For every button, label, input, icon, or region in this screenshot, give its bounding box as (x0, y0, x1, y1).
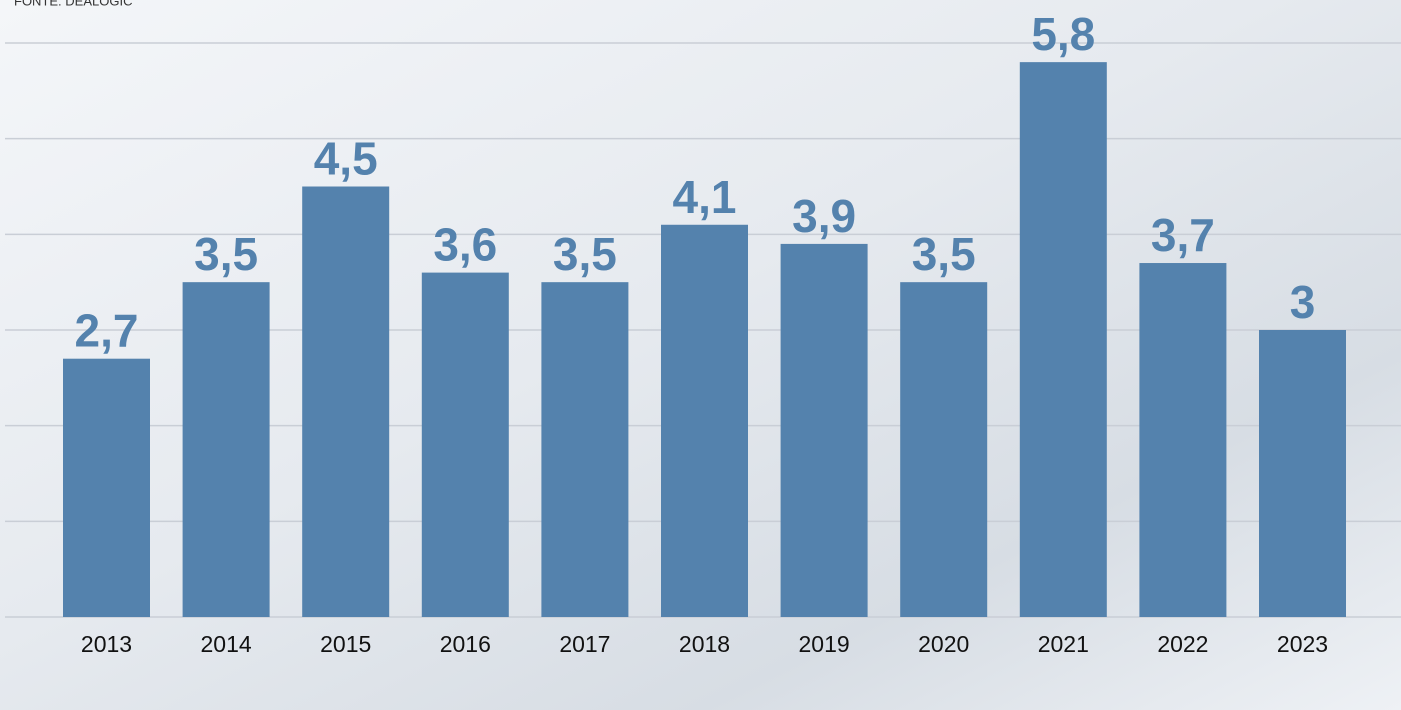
value-label: 4,5 (314, 133, 378, 185)
value-label: 3 (1290, 276, 1316, 328)
value-label: 5,8 (1031, 8, 1095, 60)
bar (1020, 62, 1107, 617)
value-label: 3,5 (912, 228, 976, 280)
x-tick-label: 2015 (320, 631, 371, 657)
x-tick-label: 2017 (559, 631, 610, 657)
value-label: 2,7 (75, 305, 139, 357)
bar (422, 273, 509, 617)
x-tick-label: 2014 (201, 631, 252, 657)
x-tick-label: 2013 (81, 631, 132, 657)
chart: FONTE: DEALOGIC 2,7 2013 3,5 2014 4,5 2015 3,6… (0, 0, 1401, 710)
x-tick-label: 2021 (1038, 631, 1089, 657)
x-tick-label: 2022 (1157, 631, 1208, 657)
value-label: 3,7 (1151, 209, 1215, 261)
bar (302, 187, 389, 618)
bar (183, 282, 270, 617)
bar (1139, 263, 1226, 617)
value-label: 3,5 (194, 228, 258, 280)
bar (541, 282, 628, 617)
value-label: 3,6 (433, 219, 497, 271)
x-tick-label: 2016 (440, 631, 491, 657)
bar (781, 244, 868, 617)
value-label: 4,1 (673, 171, 737, 223)
value-label: 3,9 (792, 190, 856, 242)
bar (900, 282, 987, 617)
x-tick-label: 2018 (679, 631, 730, 657)
value-label: 3,5 (553, 228, 617, 280)
x-tick-label: 2020 (918, 631, 969, 657)
bar (661, 225, 748, 617)
bar (1259, 330, 1346, 617)
x-tick-label: 2023 (1277, 631, 1328, 657)
bar (63, 359, 150, 617)
x-tick-label: 2019 (799, 631, 850, 657)
source-note: FONTE: DEALOGIC (14, 0, 132, 8)
